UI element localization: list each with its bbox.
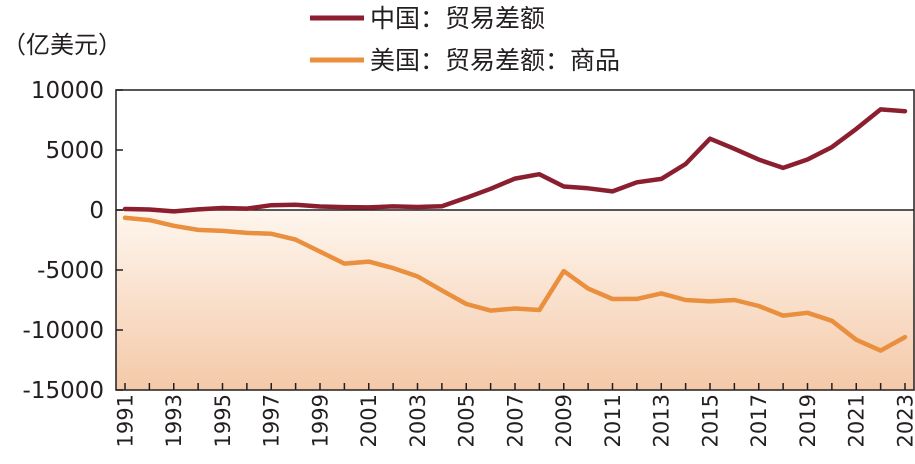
x-tick-label: 2015 [698,394,722,447]
x-tick-label: 1991 [113,394,137,447]
x-tick-label: 2005 [455,394,479,447]
x-tick-label: 1993 [162,394,186,447]
legend-label-us: 美国：贸易差额：商品 [370,46,620,75]
y-tick-label: 5000 [45,138,104,164]
x-tick-label: 2019 [796,394,820,447]
series-line-china [122,107,908,214]
x-tick-label: 2001 [357,394,381,447]
x-tick-label: 1995 [211,394,235,447]
y-tick-label: -5000 [37,258,104,284]
legend-label-china: 中国：贸易差额 [370,4,545,33]
x-tick-label: 2009 [552,394,576,447]
y-tick-label: 10000 [31,78,104,104]
x-tick-label: 1997 [260,394,284,447]
y-tick-label: -15000 [23,378,104,404]
legend: 中国：贸易差额 美国：贸易差额：商品 [310,4,620,75]
x-tick-label: 1999 [308,394,332,447]
plot-bg-positive [116,90,914,211]
y-tick-labels: 10000 5000 0 -5000 -10000 -15000 [23,78,123,404]
series-lines [122,107,908,353]
x-tick-label: 2003 [406,394,430,447]
x-tick-labels: 1991 1993 1995 1997 1999 2001 2003 2005 2007 2009… [113,383,915,447]
x-tick-label: 2021 [845,394,869,447]
x-tick-label: 2013 [650,394,674,447]
y-unit-label: （亿美元） [2,31,122,59]
series-line-us [122,215,908,353]
y-tick-label: 0 [89,198,104,224]
x-tick-label: 2007 [503,394,527,447]
x-tick-label: 2023 [893,394,915,447]
plot-bg-negative [116,211,914,390]
x-tick-label: 2017 [747,394,771,447]
x-tick-label: 2011 [601,394,625,447]
y-tick-label: -10000 [23,318,104,344]
